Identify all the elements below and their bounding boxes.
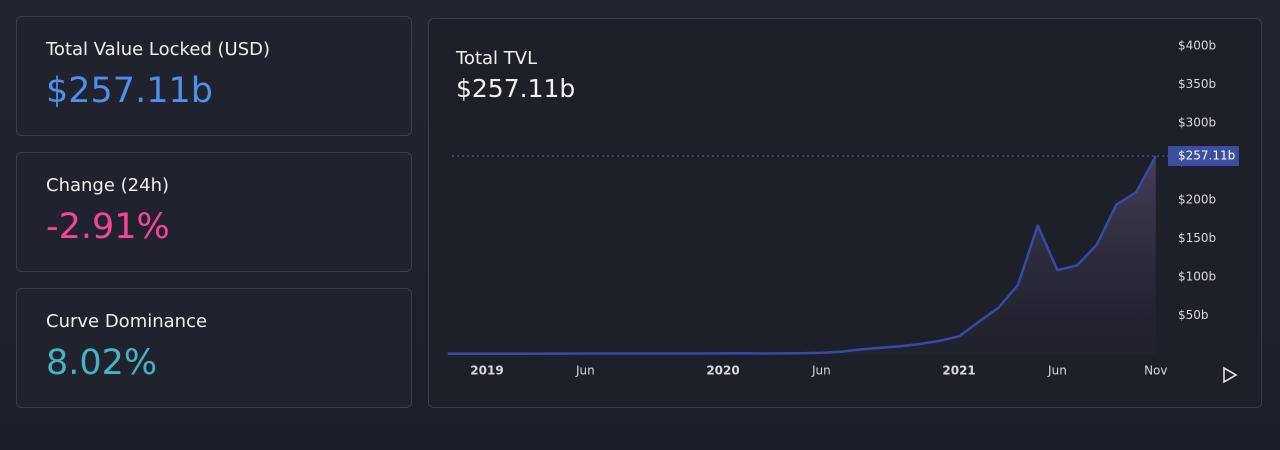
y-tick-label: $300b <box>1178 116 1216 130</box>
x-tick-label: Nov <box>1144 364 1167 378</box>
stat-value: $257.11b <box>46 71 213 111</box>
x-tick-label: 2019 <box>470 364 503 378</box>
x-tick-label: Jun <box>575 364 595 378</box>
x-tick-label: Jun <box>811 364 831 378</box>
stat-card: Curve Dominance 8.02% <box>16 288 412 408</box>
stat-label: Total Value Locked (USD) <box>46 39 271 60</box>
last-value-label: $257.11b <box>1178 149 1235 163</box>
play-button[interactable] <box>1223 366 1238 384</box>
y-tick-label: $100b <box>1178 270 1216 284</box>
y-tick-label: $350b <box>1178 77 1216 91</box>
stat-card: Change (24h) -2.91% <box>16 152 412 272</box>
stat-value: -2.91% <box>46 207 170 247</box>
area <box>447 156 1156 354</box>
x-tick-label: 2020 <box>706 364 739 378</box>
y-tick-label: $150b <box>1178 231 1216 245</box>
last-value-box <box>1168 146 1239 167</box>
stat-card: Total Value Locked (USD) $257.11b <box>16 16 412 136</box>
y-tick-label: $400b <box>1178 39 1216 53</box>
stat-label: Curve Dominance <box>46 311 208 332</box>
y-tick-label: $200b <box>1178 193 1216 207</box>
line <box>447 155 1157 356</box>
chart-subtitle: $257.11b <box>456 74 575 103</box>
chart-title: Total TVL <box>455 48 537 69</box>
x-tick-label: 2021 <box>942 364 975 378</box>
stat-value: 8.02% <box>46 343 158 383</box>
x-tick-label: Jun <box>1047 364 1067 378</box>
stat-label: Change (24h) <box>46 175 169 196</box>
y-tick-label: $50b <box>1178 308 1209 322</box>
